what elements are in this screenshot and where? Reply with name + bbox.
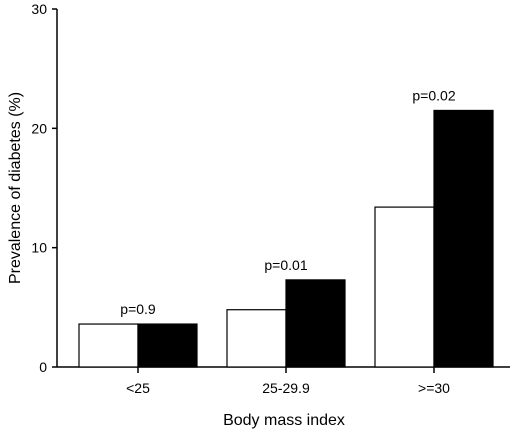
bar xyxy=(137,323,198,368)
bar xyxy=(226,309,287,368)
bar xyxy=(285,279,346,368)
p-value-label: p=0.01 xyxy=(264,257,307,273)
y-tick-label: 10 xyxy=(31,240,47,256)
x-tick-label: 25-29.9 xyxy=(262,380,310,396)
x-axis-title: Body mass index xyxy=(223,412,345,429)
y-tick-label: 0 xyxy=(39,359,47,375)
p-value-label: p=0.9 xyxy=(120,301,156,317)
bar xyxy=(374,206,435,368)
bar xyxy=(433,109,494,368)
y-axis-title: Prevalence of diabetes (%) xyxy=(7,92,24,284)
y-tick-label: 30 xyxy=(31,1,47,17)
x-tick-label: <25 xyxy=(126,380,150,396)
p-value-label: p=0.02 xyxy=(412,87,455,103)
bar xyxy=(78,323,139,368)
x-tick-label: >=30 xyxy=(418,380,450,396)
y-tick-label: 20 xyxy=(31,120,47,136)
plot-area: 0 10 20 30 <25 p=0.9 25-29.9 p=0.01 >=30 p=0.02 xyxy=(31,1,510,396)
